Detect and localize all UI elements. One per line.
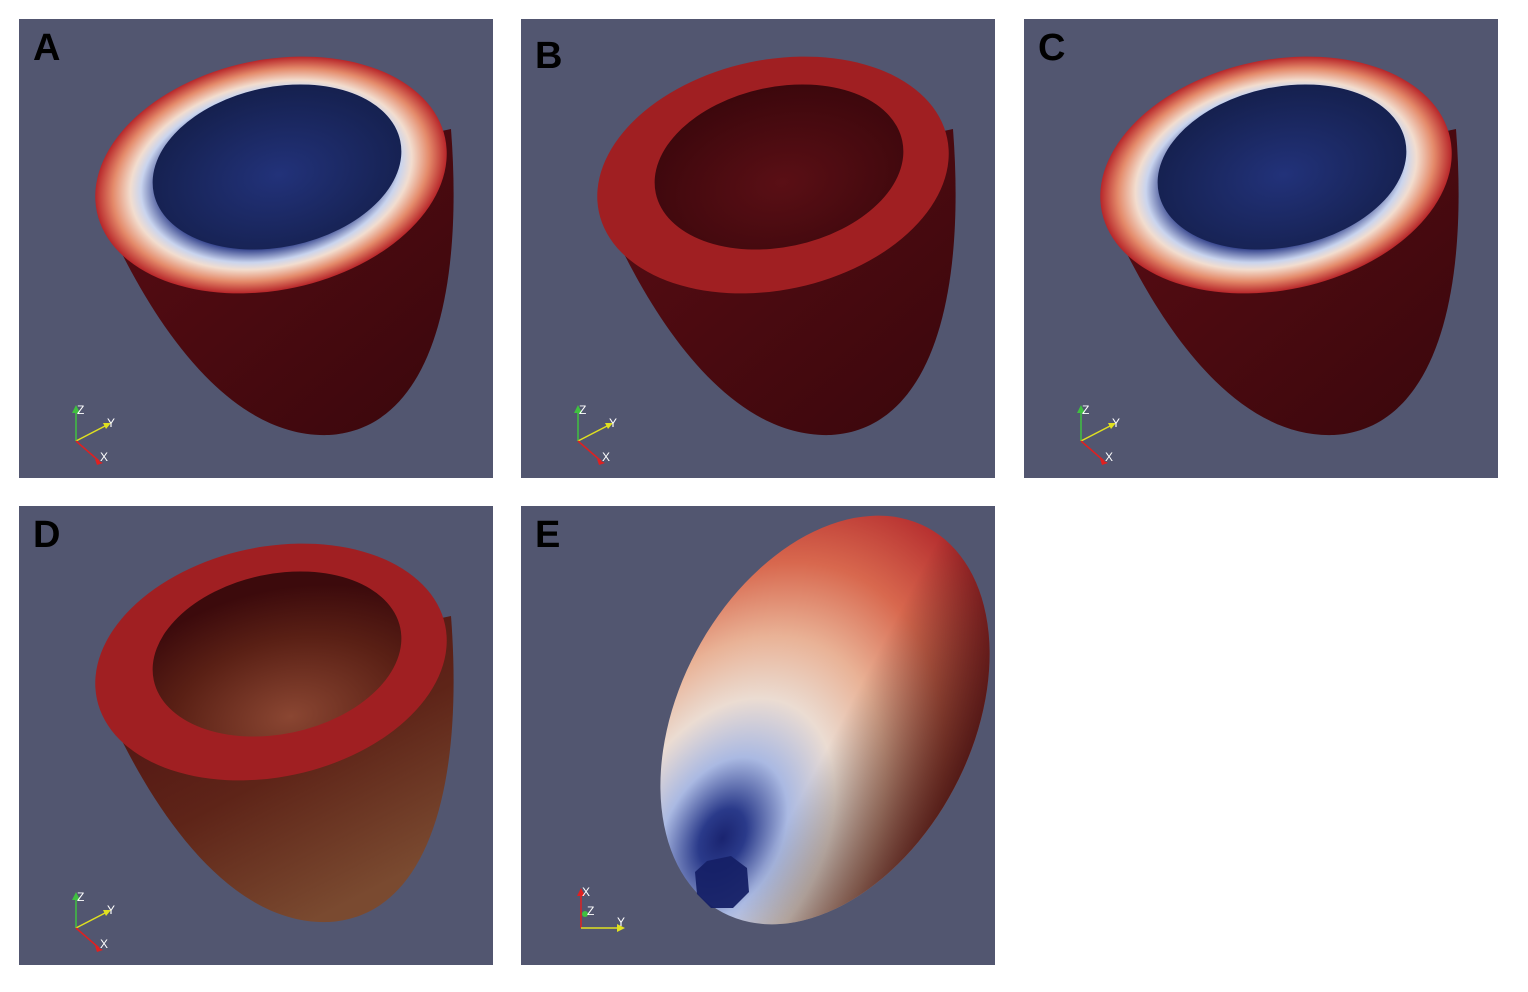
axis-label-out: X	[602, 450, 610, 464]
apex-spot	[695, 856, 749, 908]
axis-label-out: Z	[587, 904, 594, 918]
ventricle-render-e: X Z Y	[577, 515, 990, 932]
orientation-axes: Z Y X	[72, 890, 115, 952]
panel-d: Z Y X D	[19, 506, 493, 965]
ventricle-shading	[660, 515, 990, 925]
axis-label-right: Y	[617, 915, 625, 929]
orientation-axes: Z Y X	[1077, 403, 1120, 465]
panel-a: Z Y X A	[19, 19, 493, 478]
ventricle-cavity	[152, 84, 402, 250]
axis-label-right: Y	[107, 416, 115, 430]
panel-label-c: C	[1038, 27, 1066, 69]
axis-label-out: X	[100, 450, 108, 464]
panel-b: Z Y X B	[521, 19, 995, 478]
axis-label-up: Z	[77, 403, 84, 417]
axis-label-up: Z	[77, 890, 84, 904]
ventricle-render-a: Z Y X	[72, 56, 454, 465]
orientation-axes: X Z Y	[577, 885, 625, 932]
axis-label-out: X	[100, 937, 108, 951]
ventricle-cavity	[152, 571, 402, 737]
panel-e: X Z Y E	[521, 506, 995, 965]
ventricle-render-d: Z Y X	[72, 543, 454, 952]
orientation-axes: Z Y X	[574, 403, 617, 465]
ventricle-cavity	[1157, 84, 1407, 250]
panel-label-b: B	[535, 35, 563, 77]
axis-label-out: X	[1105, 450, 1113, 464]
axis-label-right: Y	[1112, 416, 1120, 430]
axis-label-up: Z	[1082, 403, 1089, 417]
ventricle-render-c: Z Y X	[1077, 56, 1459, 465]
ventricle-cavity	[654, 84, 904, 250]
panel-c: Z Y X C	[1024, 19, 1498, 478]
panel-label-d: D	[33, 514, 61, 556]
axis-label-right: Y	[609, 416, 617, 430]
ventricle-render-b: Z Y X	[574, 56, 956, 465]
orientation-axes: Z Y X	[72, 403, 115, 465]
panel-label-a: A	[33, 27, 61, 69]
axis-label-up: Z	[579, 403, 586, 417]
panel-label-e: E	[535, 514, 561, 556]
axis-label-right: Y	[107, 903, 115, 917]
axis-label-up: X	[582, 885, 590, 899]
